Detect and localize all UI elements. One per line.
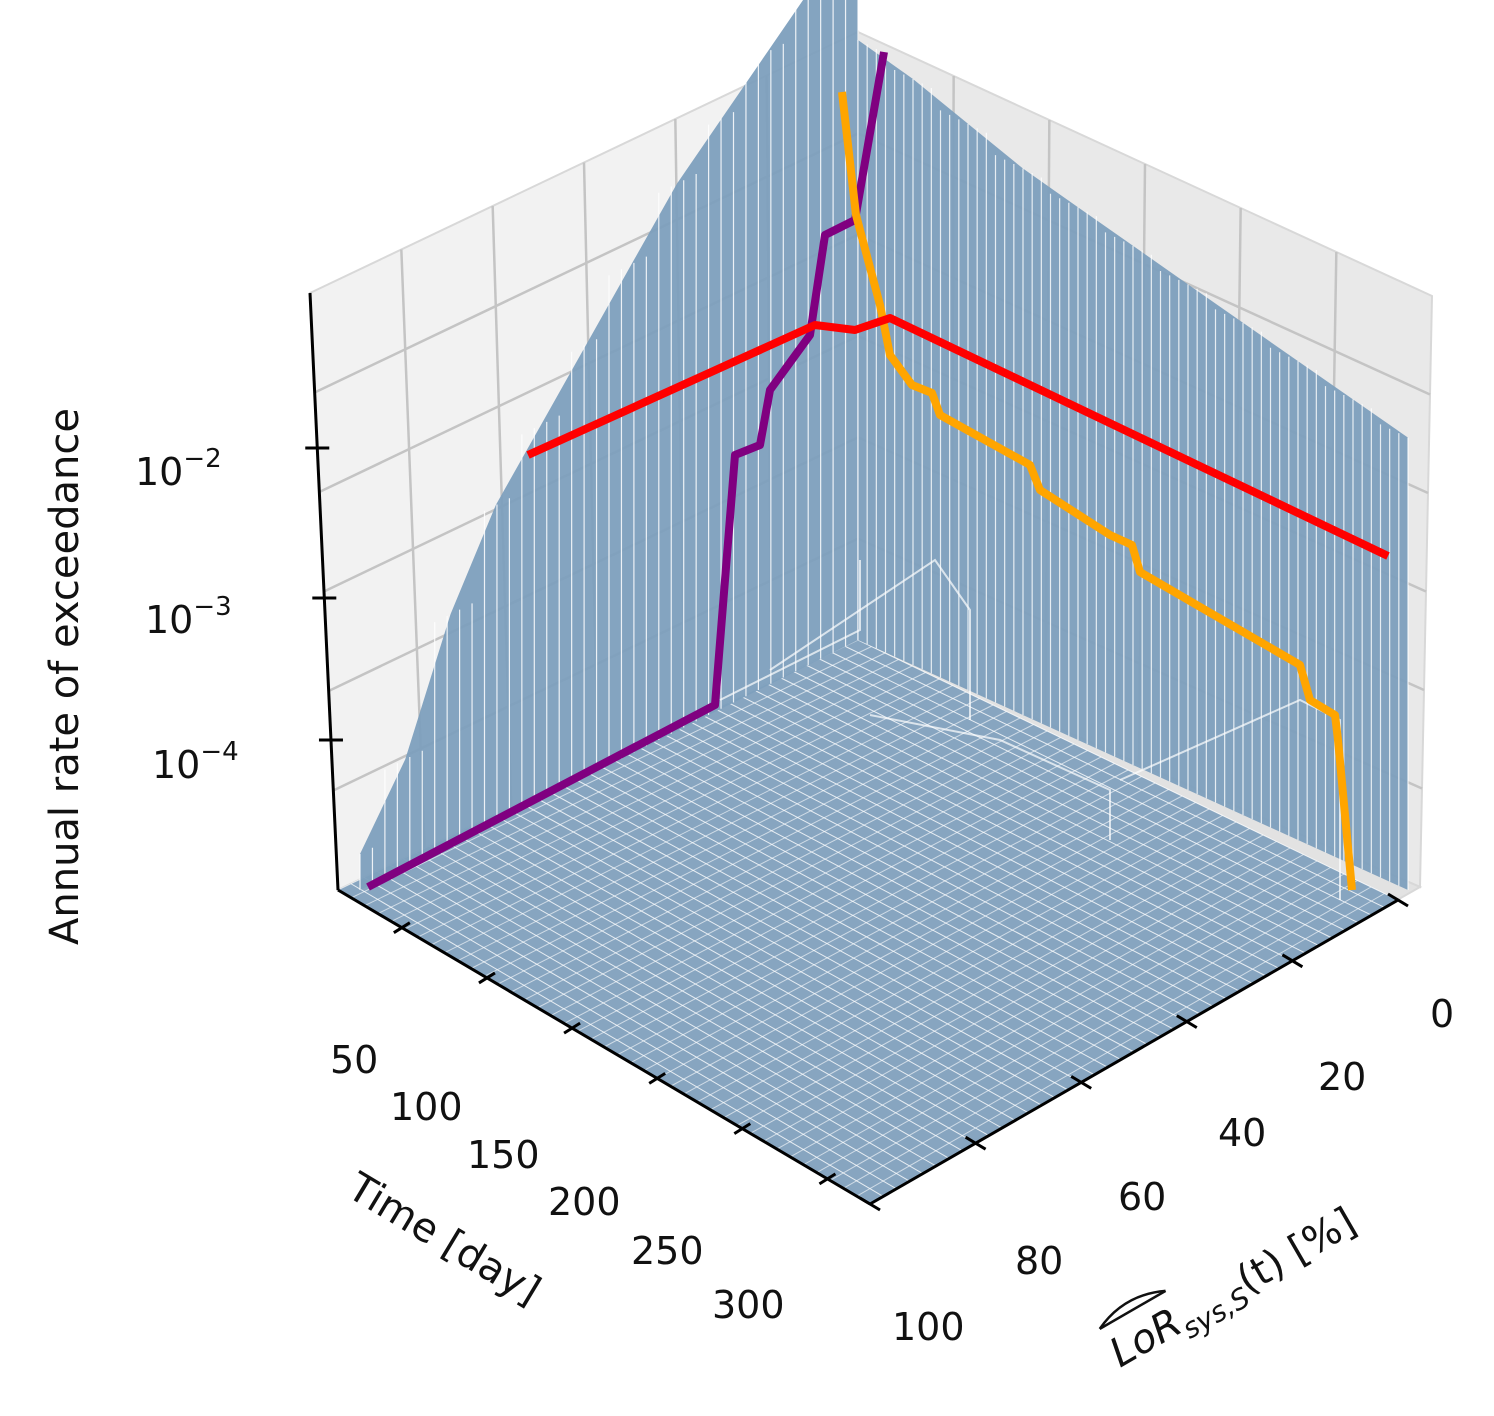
surface-mesh-line: [430, 685, 953, 946]
z-tick-labels: 10−2 10−3 10−4: [135, 444, 239, 787]
surface-mesh-line: [470, 704, 994, 969]
series-line: [526, 314, 1390, 560]
surface-mesh-line: [736, 834, 1264, 1126]
x-tick-label: 250: [631, 1229, 704, 1273]
surface-mesh-line: [829, 880, 1358, 1181]
surface-mesh-line: [351, 646, 872, 899]
x-tick-labels: 50 100 150 200 250 300: [330, 1038, 785, 1327]
surface: [337, 0, 1409, 1205]
x-axis-title: Time [day]: [339, 1164, 548, 1315]
surface-mesh-line: [656, 795, 1183, 1079]
x-tick: [478, 971, 496, 985]
y-tick: [1387, 892, 1409, 908]
y-tick-labels: 0 20 40 60 80 100: [892, 992, 1454, 1349]
x-tick-label: 100: [390, 1085, 463, 1129]
z-tick-label: 10−4: [152, 737, 239, 787]
svg-text:LoRsys,S(t) [%]: LoRsys,S(t) [%]: [1102, 1199, 1367, 1383]
x-tick-label: 200: [548, 1180, 621, 1224]
x-tick: [648, 1072, 666, 1085]
surface-mesh-line: [404, 672, 926, 930]
x-tick: [733, 1122, 752, 1135]
surface-mesh-line: [390, 665, 913, 922]
surface-mesh-line: [457, 698, 980, 962]
surface-mesh-line: [856, 893, 1385, 1197]
y-tick-label: 60: [1118, 1175, 1166, 1219]
axes: [308, 292, 1399, 1206]
surface-mesh-line: [417, 678, 940, 938]
y-tick: [1070, 1075, 1092, 1090]
surface-mesh-line: [803, 867, 1331, 1166]
surface-mesh-line: [603, 769, 1129, 1048]
y-tick-label: 0: [1430, 992, 1454, 1036]
y-tick: [1281, 953, 1304, 969]
surface-mesh-line: [723, 828, 1250, 1119]
z-tick-label: 10−3: [145, 592, 232, 642]
surface-mesh-line: [696, 815, 1223, 1103]
z-axis-title: Annual rate of exceedance: [42, 408, 88, 945]
series-line: [838, 91, 1356, 891]
surface-mesh-line: [630, 782, 1156, 1064]
surface-mesh-line: [484, 711, 1007, 977]
surface-mesh-line: [537, 737, 1061, 1009]
surface-mesh-line: [843, 886, 1372, 1189]
series-lines: [366, 51, 1390, 891]
surface-mesh-line: [617, 776, 1142, 1056]
series-line: [366, 51, 888, 891]
surface-mesh-line: [444, 691, 967, 954]
x-axis-line: [337, 888, 871, 1206]
ticks: [305, 446, 1409, 1212]
x-tick-label: 300: [712, 1283, 785, 1327]
y-axis-title-hat: [1099, 1289, 1167, 1330]
surface-mesh-line: [816, 873, 1345, 1174]
surface-mesh-line: [710, 821, 1237, 1111]
y-tick-label: 20: [1318, 1055, 1366, 1099]
y-tick: [964, 1135, 987, 1151]
z-tick-label: 10−2: [135, 444, 222, 494]
x-tick-label: 50: [330, 1038, 378, 1082]
surface-mesh-line: [377, 659, 899, 914]
y-axis-title-hat-arc: [1098, 1289, 1166, 1330]
y-axis-line: [869, 898, 1399, 1206]
surface-mesh-line: [523, 730, 1048, 1001]
surface-mesh-line: [550, 743, 1075, 1017]
z-axis-line: [308, 292, 340, 891]
y-tick: [1176, 1014, 1198, 1029]
y-tick-label: 100: [892, 1305, 965, 1349]
x-tick: [818, 1172, 837, 1186]
surface-mesh-line: [577, 756, 1102, 1032]
x-tick: [563, 1021, 581, 1035]
surface-mesh-line: [789, 860, 1318, 1158]
y-tick-label: 40: [1218, 1111, 1266, 1155]
x-tick-label: 150: [467, 1133, 540, 1177]
surface-mesh-line: [763, 847, 1291, 1142]
y-tick: [859, 1196, 881, 1212]
surface-mesh-line: [364, 652, 886, 907]
x-tick: [393, 921, 411, 934]
surface-mesh-line: [563, 750, 1088, 1024]
surface-mesh-line: [750, 841, 1277, 1134]
surface-mesh-line: [497, 717, 1021, 985]
surface-ridge: [869, 714, 1111, 840]
surface-mesh-line: [683, 808, 1210, 1095]
surface-mesh-line: [670, 802, 1196, 1087]
y-tick-label: 80: [1015, 1239, 1063, 1283]
surface-mesh-line: [510, 724, 1034, 993]
surface-ridge: [719, 560, 861, 701]
surface-mesh-line: [643, 789, 1169, 1071]
surface-mesh-line: [590, 763, 1115, 1040]
surface-mesh-line: [776, 854, 1304, 1150]
surface-ridge: [769, 558, 971, 720]
